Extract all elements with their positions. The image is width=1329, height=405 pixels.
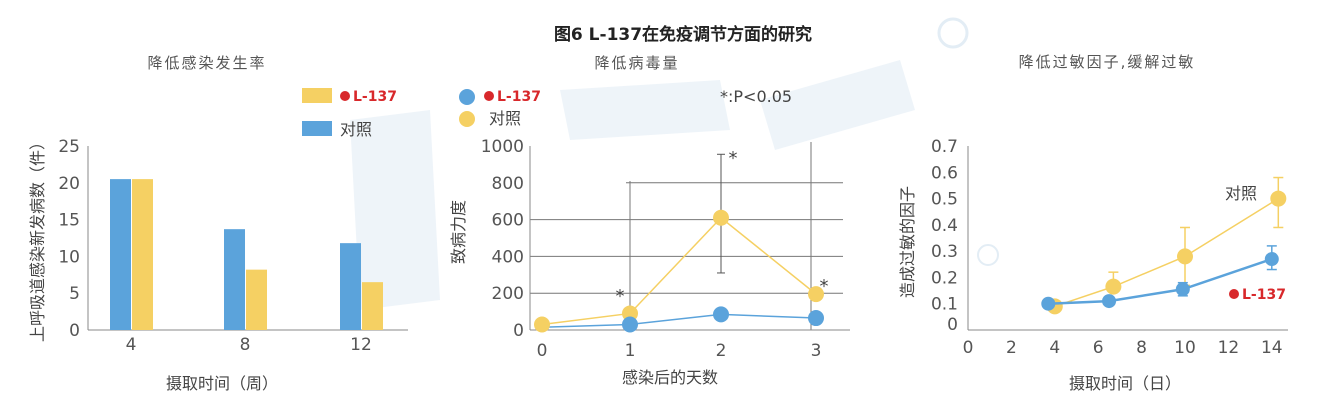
y-tick-label: 0.5 — [931, 190, 958, 210]
y-tick-label: 0 — [947, 315, 958, 335]
series-line-control — [541, 216, 817, 326]
x-tick-label: 10 — [1174, 338, 1196, 358]
y-tick-label: 15 — [58, 211, 80, 231]
significance-star: * — [616, 286, 625, 307]
x-tick-label: 8 — [240, 335, 251, 355]
y-tick-label: 10 — [58, 247, 80, 267]
y-tick-label: 0.7 — [931, 137, 958, 157]
significance-star: * — [820, 276, 829, 297]
y-tick-label: 0.4 — [931, 216, 958, 236]
bar-l137 — [246, 269, 267, 330]
x-tick-label: 2 — [1006, 338, 1017, 358]
svg-text:L-137: L-137 — [497, 89, 541, 105]
x-tick-label: 4 — [126, 335, 137, 355]
chart1-ylabel: 上呼吸道感染新发病数（件） — [28, 134, 47, 342]
legend-swatch-control — [302, 121, 332, 136]
legend-marker-l137 — [459, 89, 475, 105]
data-point-control — [1177, 248, 1193, 265]
x-tick-label: 0 — [963, 338, 974, 358]
y-tick-label: 25 — [58, 137, 80, 157]
x-tick-label: 3 — [811, 341, 822, 361]
series-line-control — [1054, 197, 1279, 308]
series-line-l137 — [541, 313, 817, 328]
bar-control — [110, 179, 131, 330]
bar-control — [340, 243, 361, 330]
data-point-control — [713, 209, 729, 226]
data-point-l137 — [713, 306, 729, 323]
y-tick-label: 0 — [513, 321, 524, 341]
legend-l137-logo: L-137 — [340, 89, 397, 105]
series-label-l137-logo: L-137 — [1229, 287, 1286, 303]
x-tick-label: 2 — [716, 341, 727, 361]
data-point-control — [534, 316, 550, 333]
x-tick-label: 12 — [1218, 338, 1240, 358]
bar-l137 — [362, 282, 383, 330]
watermark — [350, 17, 999, 310]
y-tick-label: 0.2 — [931, 268, 958, 288]
y-tick-label: 800 — [492, 174, 524, 194]
chart3-xlabel: 摄取时间（日） — [1069, 374, 1181, 393]
y-tick-label: 400 — [492, 247, 524, 267]
bar-l137 — [132, 179, 153, 330]
chart2-ylabel: 致病力度 — [449, 200, 468, 264]
chart1-title: 降低感染发生率 — [147, 54, 266, 72]
y-tick-label: 0.3 — [931, 242, 958, 262]
legend-control-label: 对照 — [340, 120, 372, 139]
y-tick-label: 0 — [69, 321, 80, 341]
significance-star: * — [729, 148, 738, 169]
y-tick-label: 600 — [492, 211, 524, 231]
legend-marker-control — [459, 111, 475, 127]
legend-control-label: 对照 — [489, 109, 521, 128]
data-point-control — [808, 286, 824, 303]
chart3-title: 降低过敏因子,缓解过敏 — [1019, 53, 1196, 71]
legend-l137-logo: L-137 — [484, 89, 541, 105]
data-point-control — [1270, 190, 1287, 207]
series-line-l137 — [1048, 257, 1273, 305]
legend-swatch-l137 — [302, 88, 332, 103]
x-tick-label: 4 — [1049, 338, 1060, 358]
x-tick-label: 1 — [625, 341, 636, 361]
x-tick-label: 8 — [1136, 338, 1147, 358]
chart2-xlabel: 感染后的天数 — [622, 368, 718, 387]
svg-text:L-137: L-137 — [1242, 287, 1286, 303]
chart3-ylabel: 造成过敏的因子 — [898, 186, 917, 298]
x-tick-label: 6 — [1093, 338, 1104, 358]
data-point-control — [622, 305, 638, 322]
data-point-l137 — [1264, 252, 1279, 267]
bar-control — [224, 229, 245, 330]
chart-infection-rate: 降低感染发生率 摄取时间（周） 上呼吸道感染新发病数（件） L-137 对照 0… — [28, 54, 408, 393]
chart-viral-load: 降低病毒量 感染后的天数 致病力度 L-137 对照 *:P<0.05 0 200… — [449, 54, 850, 387]
x-tick-label: 12 — [350, 335, 372, 355]
x-tick-label: 14 — [1261, 338, 1283, 358]
y-tick-label: 200 — [492, 284, 524, 304]
series-label-control: 对照 — [1225, 184, 1257, 203]
data-point-l137 — [622, 316, 638, 333]
main-title: 图6 L-137在免疫调节方面的研究 — [554, 24, 812, 45]
y-tick-label: 0.1 — [931, 295, 958, 315]
data-point-l137 — [1102, 294, 1117, 309]
y-tick-label: 5 — [69, 284, 80, 304]
chart2-title: 降低病毒量 — [594, 54, 679, 72]
chart-allergy-factor: 降低过敏因子,缓解过敏 摄取时间（日） 造成过敏的因子 对照 L-137 00.… — [898, 53, 1288, 393]
x-tick-label: 0 — [537, 341, 548, 361]
svg-text:L-137: L-137 — [353, 89, 397, 105]
chart1-xlabel: 摄取时间（周） — [166, 374, 278, 393]
significance-note: *:P<0.05 — [720, 87, 792, 106]
y-tick-label: 0.6 — [931, 163, 958, 183]
y-tick-label: 20 — [58, 174, 80, 194]
data-point-l137 — [1175, 282, 1190, 297]
data-point-l137 — [808, 310, 824, 327]
data-point-control — [1105, 278, 1122, 295]
y-tick-label: 1000 — [481, 137, 524, 157]
data-point-l137 — [1041, 296, 1056, 311]
